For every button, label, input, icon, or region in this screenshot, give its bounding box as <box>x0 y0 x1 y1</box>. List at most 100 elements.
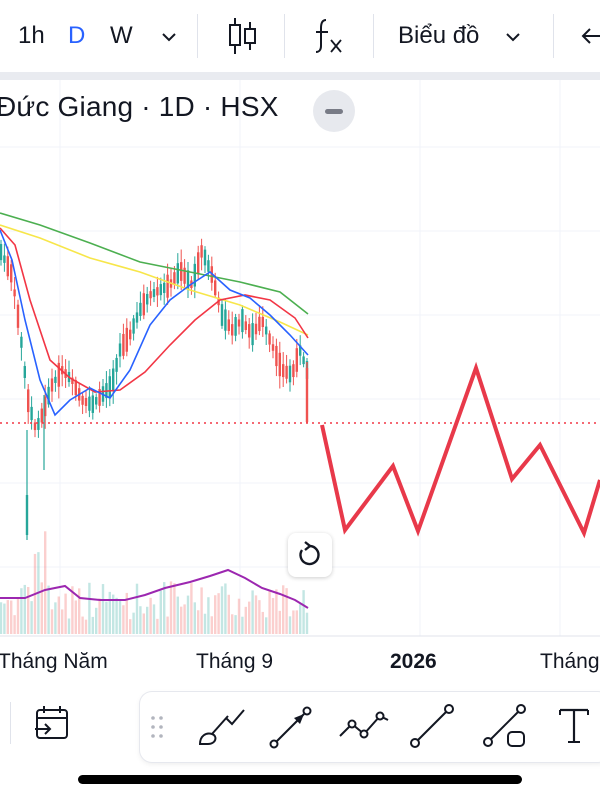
volume-bar <box>142 613 145 634</box>
volume-bar <box>268 591 271 634</box>
candle-body <box>207 260 210 272</box>
candle-body <box>142 293 145 316</box>
volume-bar <box>0 602 3 634</box>
volume-bar <box>125 592 128 634</box>
indicator-line <box>0 568 309 609</box>
undo-arrow-icon[interactable] <box>578 24 600 48</box>
reset-icon <box>299 541 320 566</box>
candle-body <box>237 319 241 327</box>
candle-body <box>91 395 94 413</box>
volume-bar <box>275 589 278 634</box>
chevron-down-icon[interactable] <box>502 26 524 48</box>
xaxis-label-month: Tháng <box>540 650 600 673</box>
volume-bar <box>84 619 88 634</box>
xaxis-label-september: Tháng 9 <box>196 650 274 673</box>
candle-body <box>10 264 13 283</box>
candle-body <box>132 318 135 334</box>
candle-body <box>176 263 179 284</box>
volume-bar <box>122 605 125 634</box>
volume-bar <box>173 583 176 634</box>
volume-bar <box>203 613 207 634</box>
candle-body <box>302 356 305 365</box>
candle-body <box>146 293 149 305</box>
trend-angle-icon[interactable] <box>480 702 530 752</box>
volume-bar <box>132 612 135 634</box>
volume-bar <box>251 590 254 634</box>
volume-bar <box>237 598 241 634</box>
volume-bar <box>261 611 264 634</box>
volume-bar <box>258 600 261 634</box>
volume-bar <box>163 582 166 634</box>
chart-area[interactable] <box>0 80 600 688</box>
collapse-legend-button[interactable] <box>313 90 355 132</box>
volume-bar <box>129 619 132 634</box>
drag-handle-icon[interactable] <box>150 714 164 740</box>
volume-bar <box>13 615 16 634</box>
candle-body <box>122 333 125 356</box>
interval-d-button[interactable]: D <box>68 22 86 49</box>
volume-bar <box>271 598 275 634</box>
candle-body <box>50 378 54 392</box>
volume-bar <box>108 591 111 634</box>
candle-body <box>214 280 217 296</box>
chart-type-dropdown[interactable]: Biểu đồ <box>398 22 480 49</box>
volume-bar <box>159 590 162 634</box>
brush-icon[interactable] <box>196 706 248 750</box>
candle-body <box>13 289 16 297</box>
calendar-goto-date-icon[interactable] <box>32 704 72 744</box>
candle-body <box>108 376 111 399</box>
volume-bar <box>78 588 81 634</box>
reset-chart-button[interactable] <box>288 533 332 577</box>
volume-bar <box>234 615 237 634</box>
candle-body <box>95 397 98 405</box>
price-chart[interactable] <box>0 80 600 688</box>
volume-bar <box>214 595 217 634</box>
path-icon[interactable] <box>336 704 390 750</box>
candle-body <box>265 326 268 335</box>
symbol-legend-title[interactable]: Đức Giang · 1D · HSX <box>0 91 279 122</box>
candle-body <box>112 368 115 391</box>
toolbar-separator <box>284 14 285 58</box>
volume-bar <box>282 585 285 634</box>
candle-body <box>98 388 101 406</box>
candle-body <box>20 336 23 348</box>
indicators-fx-icon[interactable] <box>312 16 346 56</box>
text-icon[interactable] <box>554 704 594 748</box>
candle-body <box>295 348 298 372</box>
candle-body <box>16 304 20 328</box>
volume-bar <box>292 610 295 634</box>
candle-body <box>200 245 203 258</box>
interval-1h-button[interactable]: 1h <box>18 22 45 49</box>
candle-body <box>54 376 57 383</box>
candle-body <box>193 263 196 287</box>
volume-bar <box>139 606 142 634</box>
arrow-icon[interactable] <box>268 704 314 750</box>
volume-bar <box>115 597 118 634</box>
candle-body <box>299 345 302 356</box>
candles-icon[interactable] <box>226 16 258 56</box>
candle-body <box>135 312 139 323</box>
volume-bar <box>54 602 57 634</box>
volume-bar <box>95 607 98 634</box>
candle-body <box>258 316 261 332</box>
volume-bar <box>278 610 281 634</box>
candle-body <box>118 343 122 357</box>
candle-body <box>234 317 237 336</box>
volume-bar <box>149 597 152 634</box>
volume-bar <box>220 586 224 634</box>
top-toolbar: 1h D W Biểu đồ <box>0 0 600 72</box>
volume-bar <box>299 604 302 634</box>
volume-bars <box>0 531 309 634</box>
volume-bar <box>227 594 230 634</box>
interval-w-button[interactable]: W <box>110 22 133 49</box>
trend-line-icon[interactable] <box>408 702 458 750</box>
candle-body <box>6 256 9 277</box>
bottom-separator <box>10 702 11 744</box>
candle-body <box>275 345 278 367</box>
volume-bar <box>20 588 23 634</box>
chevron-down-icon[interactable] <box>158 26 180 48</box>
candle-body <box>241 309 244 333</box>
candle-body <box>244 321 247 331</box>
volume-bar <box>305 612 309 634</box>
toolbar-separator <box>373 14 374 58</box>
